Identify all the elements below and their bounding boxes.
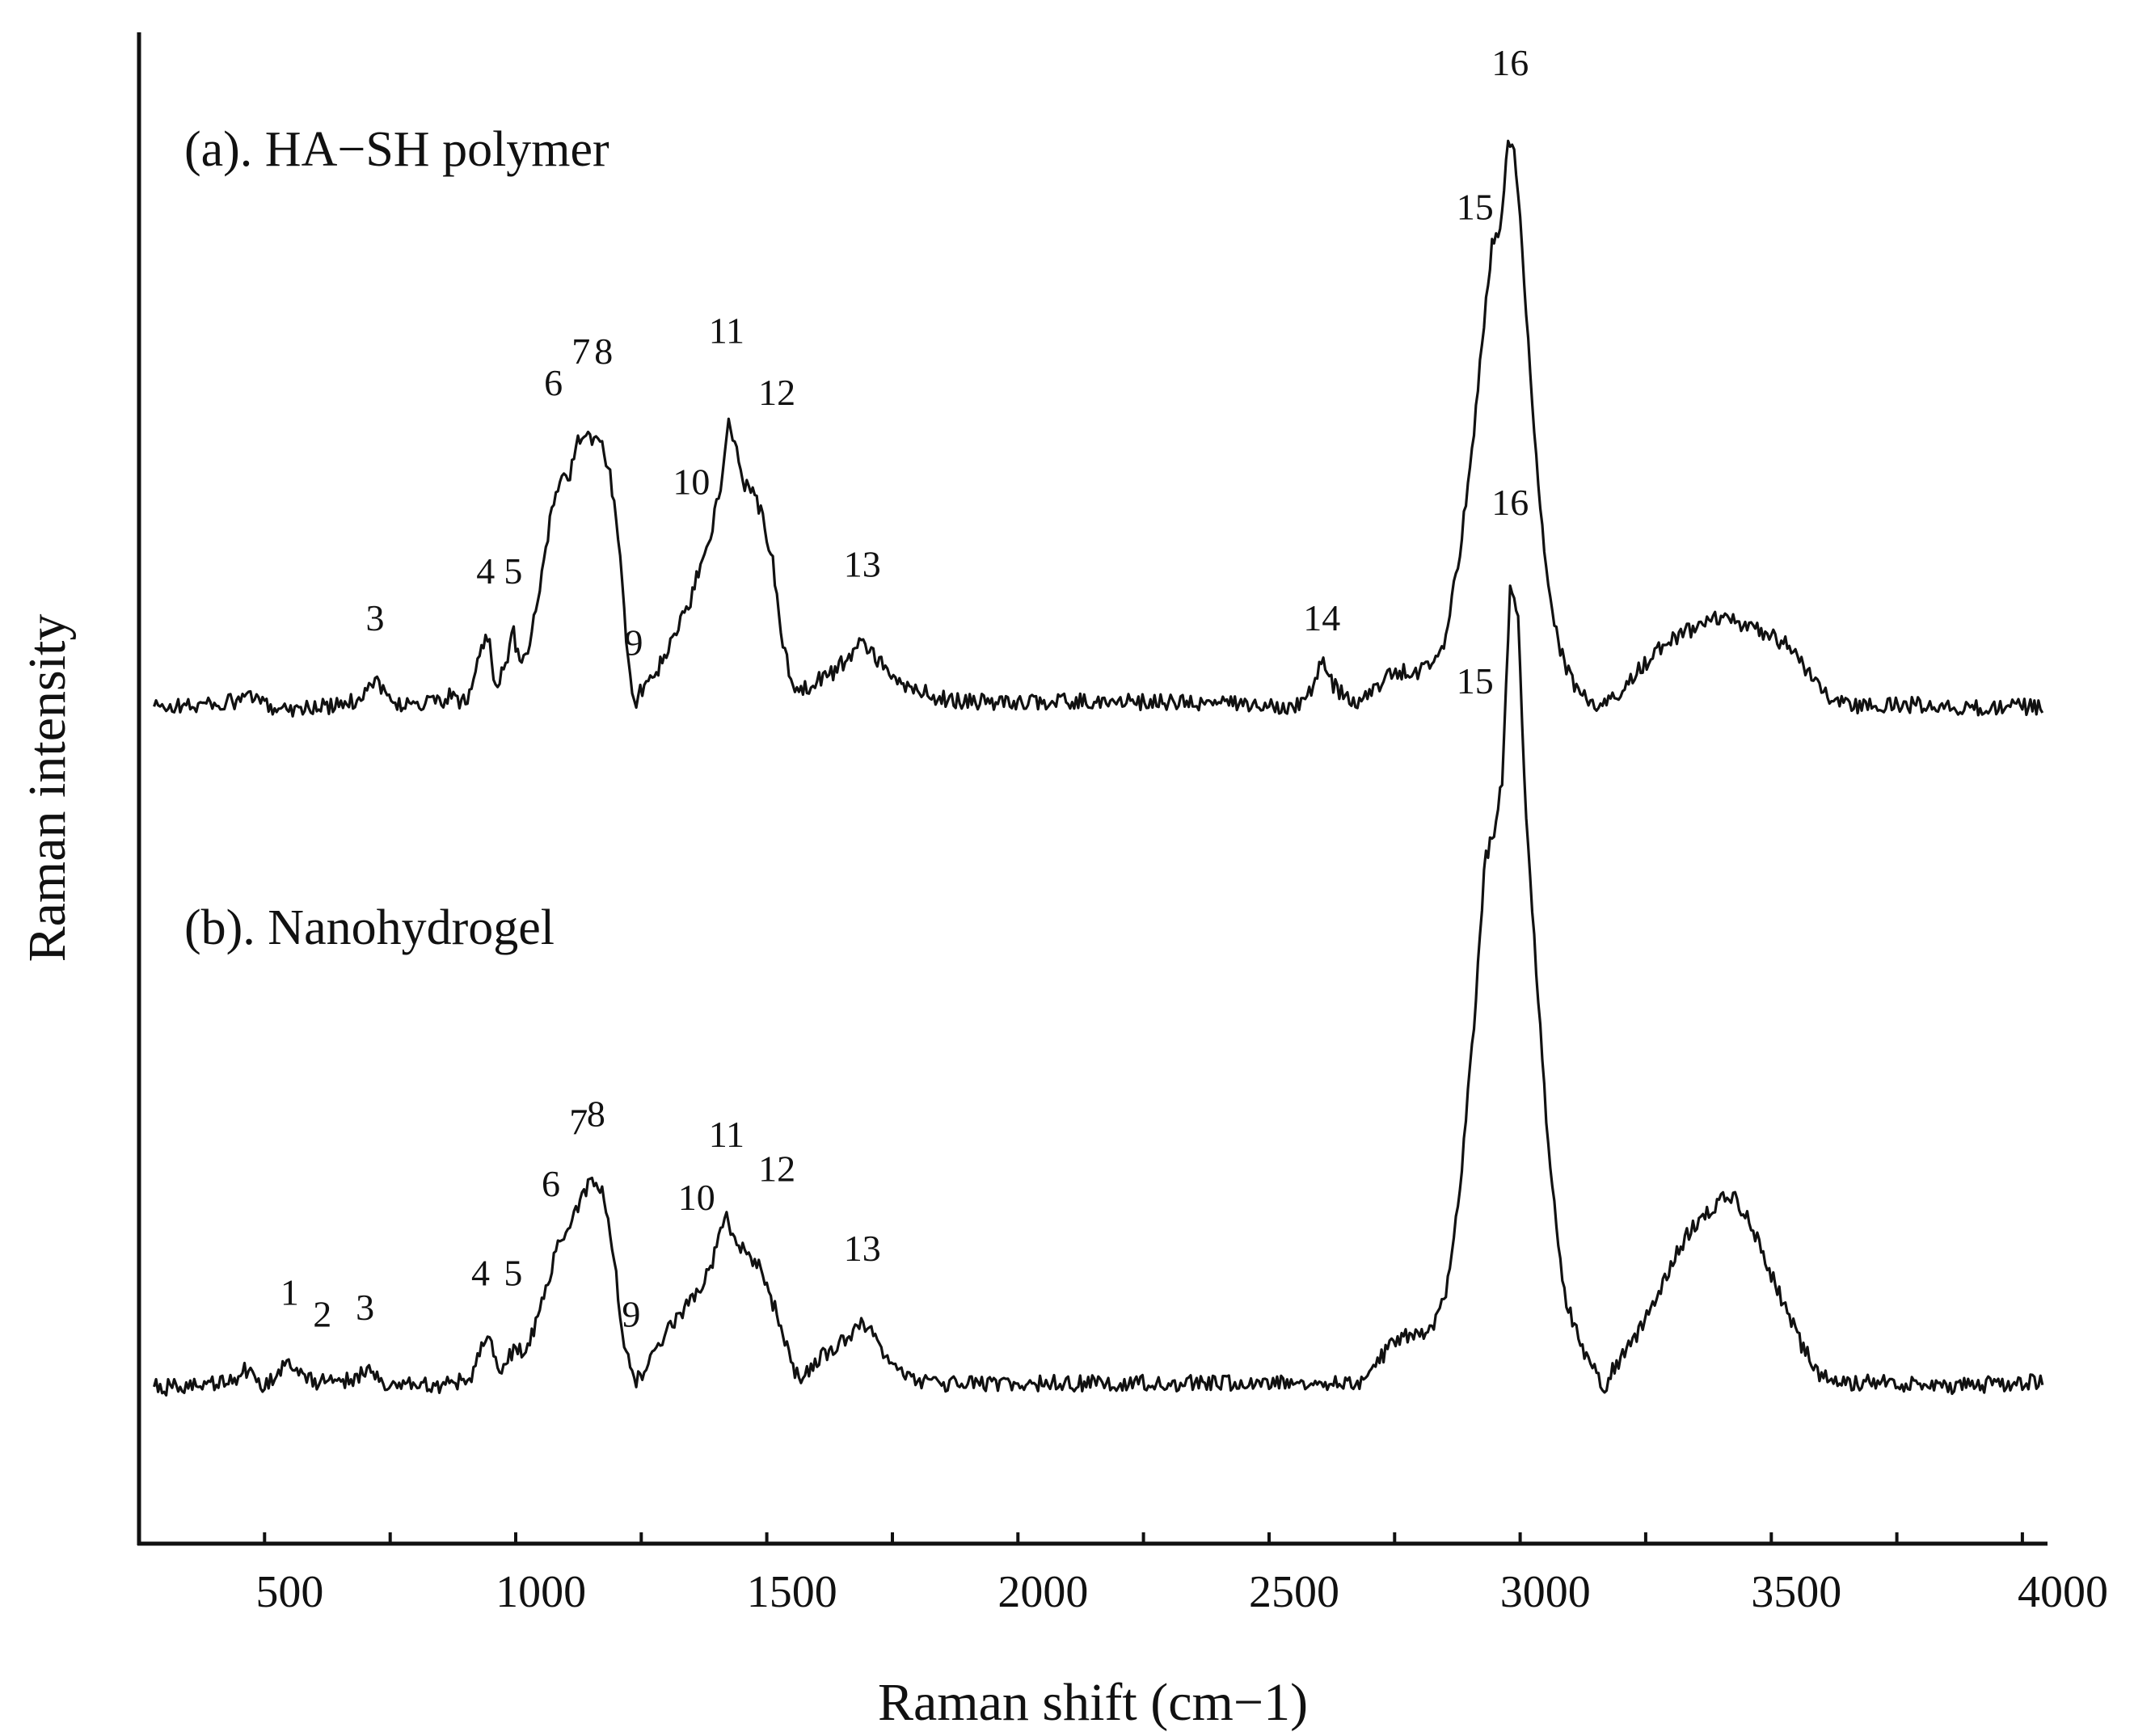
series-label-nanohydrogel: (b). Nanohydrogel: [184, 900, 555, 955]
x-tick-label: 4000: [2018, 1567, 2108, 1617]
x-tick-label: 3500: [1751, 1567, 1841, 1617]
x-tick-label: 500: [255, 1567, 323, 1617]
peak-label: 8: [587, 1093, 605, 1135]
peak-label: 3: [366, 597, 385, 638]
peak-label: 2: [313, 1294, 331, 1335]
peak-label: 13: [844, 1228, 881, 1269]
peak-label: 4: [471, 1253, 490, 1294]
peak-label: 1: [280, 1272, 299, 1313]
x-tick-label: 3000: [1500, 1567, 1591, 1617]
peak-label: 12: [758, 372, 795, 413]
x-tick-label: 2500: [1249, 1567, 1339, 1617]
peak-label: 13: [844, 544, 881, 585]
series-label-ha-sh-polymer: (a). HA−SH polymer: [184, 122, 609, 177]
peak-label: 5: [504, 550, 522, 592]
peak-label: 11: [709, 1114, 744, 1155]
peak-label: 7: [569, 1102, 588, 1143]
peak-label: 8: [594, 331, 613, 372]
peak-label: 10: [673, 461, 710, 503]
peak-label: 7: [571, 331, 590, 372]
y-axis-title: Raman intensity: [18, 614, 77, 963]
peak-label: 16: [1491, 42, 1529, 83]
x-tick-label: 2000: [997, 1567, 1088, 1617]
peak-label: 10: [678, 1177, 715, 1218]
peak-label: 6: [544, 362, 563, 403]
peak-label: 15: [1457, 187, 1494, 228]
peak-label: 6: [542, 1163, 560, 1204]
peak-label: 14: [1303, 597, 1340, 638]
x-tick-label: 1000: [496, 1567, 586, 1617]
peak-label: 5: [504, 1253, 522, 1294]
series-line-nanohydrogel: [153, 584, 2044, 1397]
peak-label: 4: [476, 550, 495, 592]
x-axis-title: Raman shift (cm−1): [878, 1673, 1308, 1732]
peak-label: 9: [625, 622, 643, 663]
peak-label: 3: [356, 1287, 374, 1328]
x-tick-label: 1500: [747, 1567, 837, 1617]
peak-label: 9: [622, 1294, 640, 1335]
peak-label: 11: [709, 310, 744, 352]
peak-label: 12: [758, 1148, 795, 1190]
peak-label: 16: [1491, 482, 1529, 523]
peak-label: 15: [1457, 660, 1494, 702]
series-line-ha-sh-polymer: [153, 139, 2044, 718]
x-axis-ticks: 500 1000 1500 2000 2500 3000 3500 4000: [255, 1532, 2108, 1617]
